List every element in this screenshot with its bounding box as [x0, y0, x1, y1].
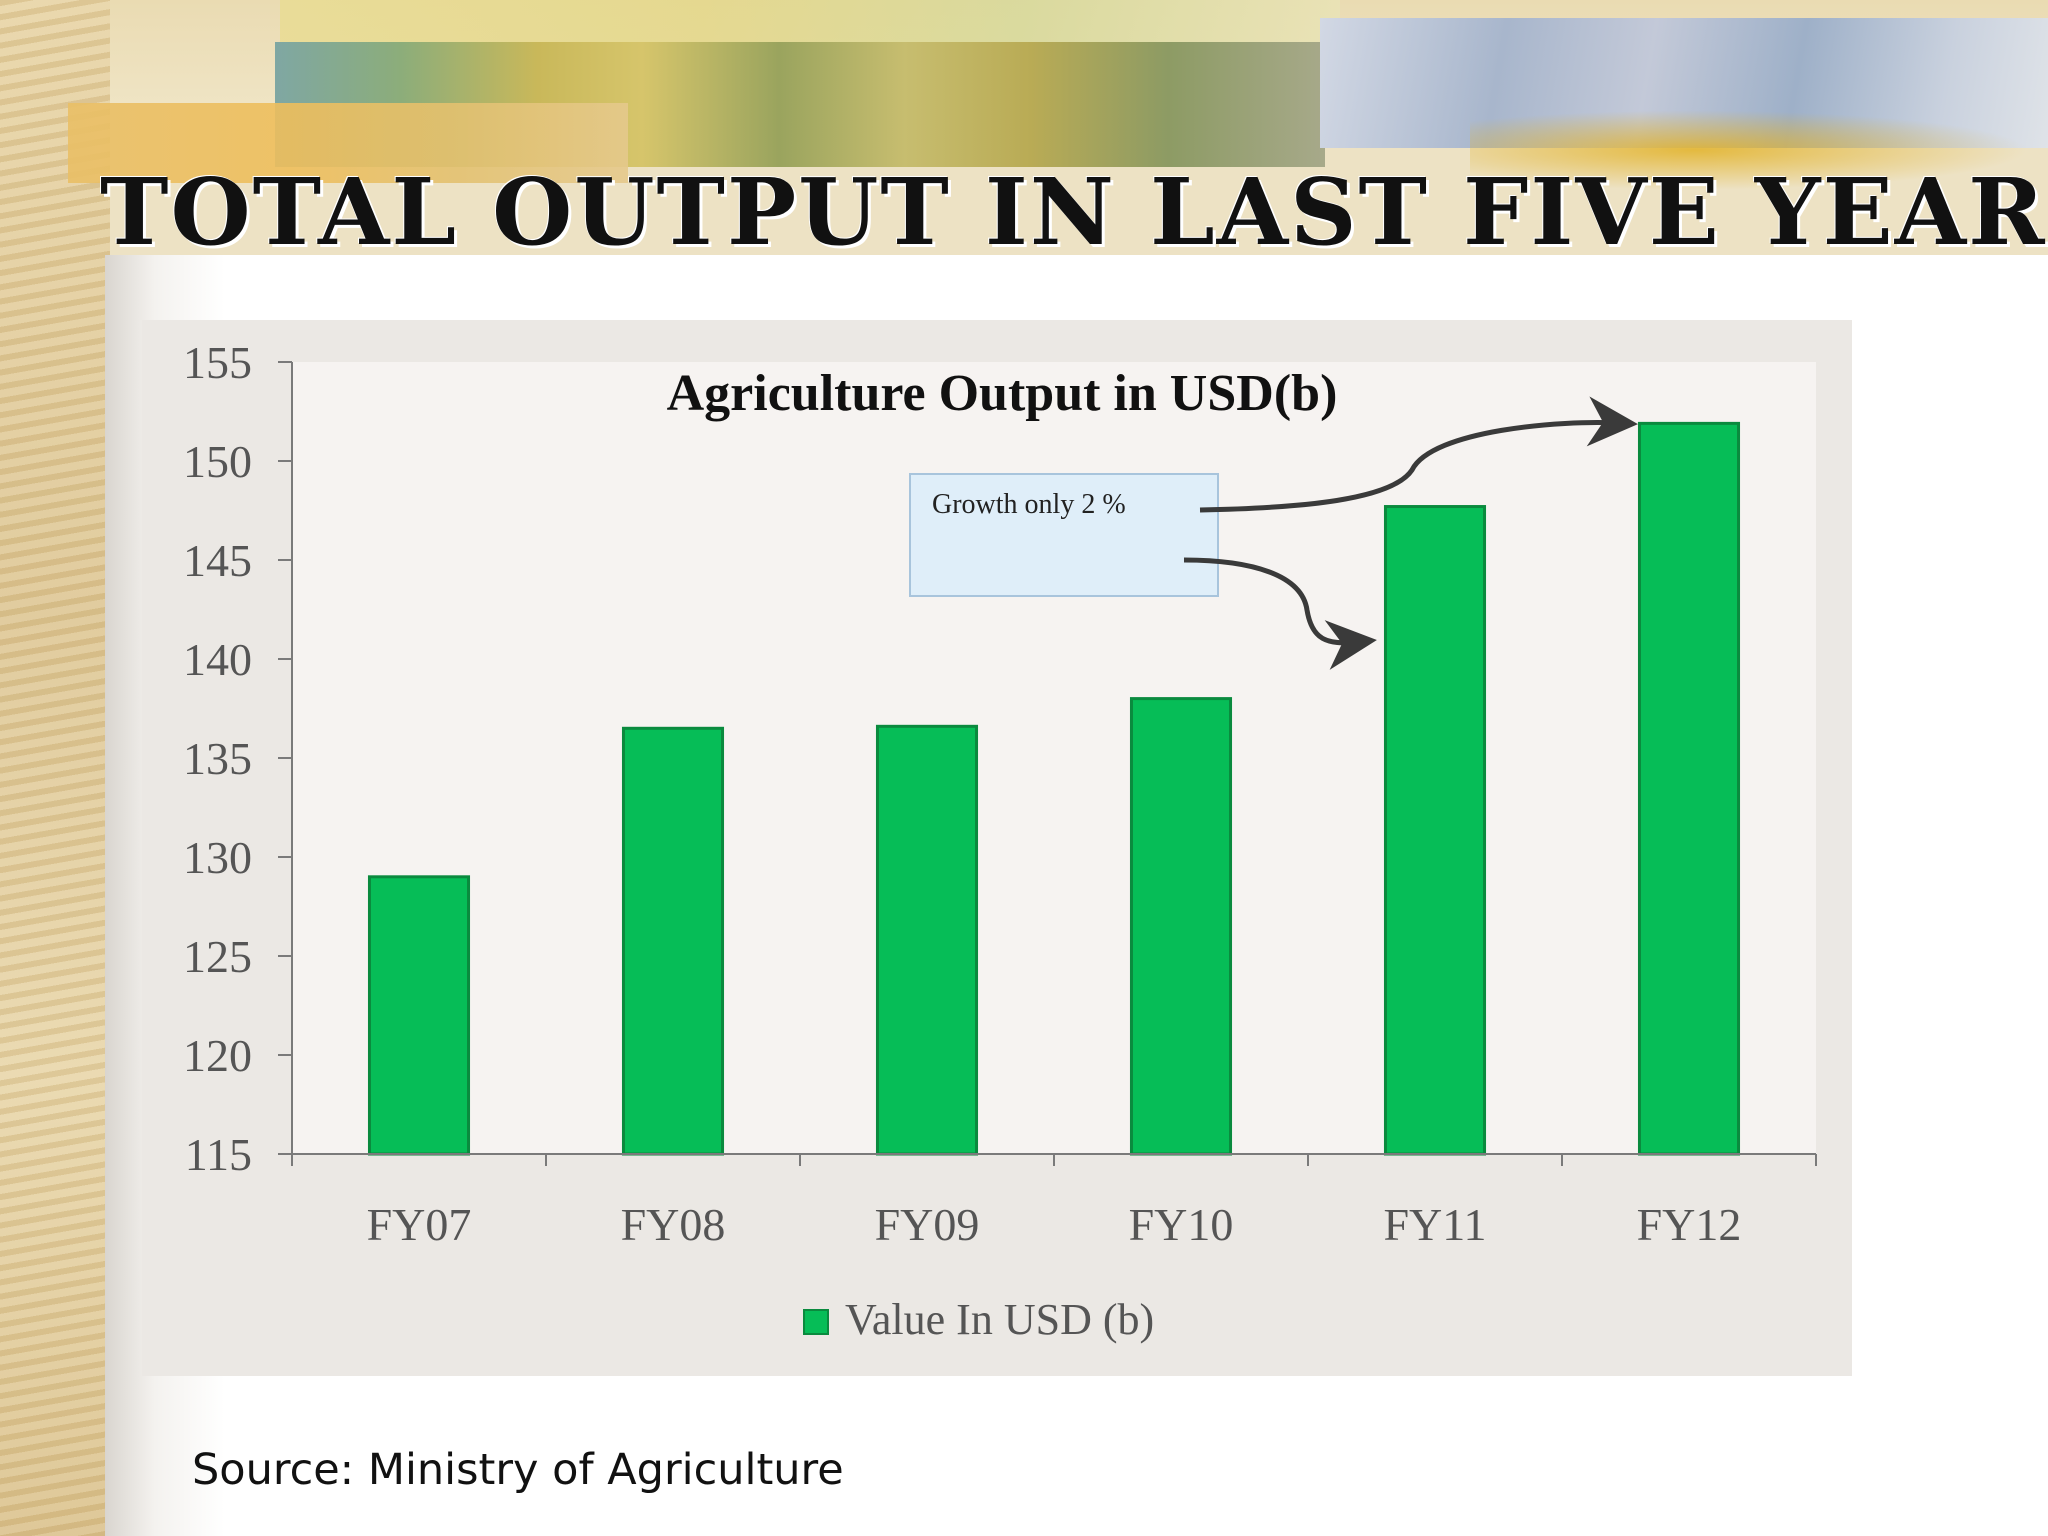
banner-strip	[68, 103, 628, 183]
x-tick-label: FY10	[1129, 1199, 1234, 1250]
source-note: Source: Ministry of Agriculture	[192, 1445, 844, 1495]
legend-label: Value In USD (b)	[845, 1295, 1154, 1344]
bar-fy12	[1637, 421, 1741, 1156]
y-tick-label: 145	[183, 535, 252, 586]
bar-fy07	[367, 875, 471, 1156]
x-tick-label: FY08	[621, 1199, 726, 1250]
y-tick-label: 120	[183, 1030, 252, 1081]
bar-fy08	[621, 726, 725, 1156]
x-tick-label: FY09	[875, 1199, 980, 1250]
y-tick-label: 130	[183, 832, 252, 883]
background-parchment	[0, 0, 110, 1536]
legend-swatch	[803, 1309, 829, 1335]
bar-fy09	[875, 724, 979, 1156]
chart-title: Agriculture Output in USD(b)	[667, 365, 1338, 422]
y-tick-label: 115	[185, 1129, 252, 1180]
bars-group	[367, 421, 1741, 1156]
chart-container: FY07 FY08 FY09 FY10 FY11 FY12 115 120 125 130 135 1…	[142, 320, 1852, 1376]
legend: Value In USD (b)	[803, 1295, 1154, 1344]
bar-fy11	[1383, 505, 1487, 1156]
slide-title: Total Output in last five years	[100, 158, 2048, 266]
bar-fy10	[1129, 697, 1233, 1156]
axes-group: FY07 FY08 FY09 FY10 FY11 FY12 115 120 125 130 135 1…	[183, 337, 1817, 1250]
callout-box	[909, 473, 1219, 597]
x-tick-label: FY07	[367, 1199, 472, 1250]
arrow-to-fy12	[1199, 396, 1638, 513]
y-tick-label: 150	[183, 436, 252, 487]
y-tick-label: 125	[183, 931, 252, 982]
annotation-callout: Growth only 2 %	[909, 396, 1638, 670]
bar-chart: FY07 FY08 FY09 FY10 FY11 FY12 115 120 125 130 135 1…	[142, 320, 1852, 1376]
x-tick-label: FY11	[1383, 1199, 1486, 1250]
grain-decoration	[1470, 110, 2030, 190]
x-tick-label: FY12	[1637, 1199, 1742, 1250]
y-tick-label: 140	[183, 634, 252, 685]
callout-text: Growth only 2 %	[932, 489, 1126, 520]
arrow-to-fy11	[1183, 557, 1377, 670]
y-tick-label: 135	[183, 733, 252, 784]
y-tick-label: 155	[183, 337, 252, 388]
